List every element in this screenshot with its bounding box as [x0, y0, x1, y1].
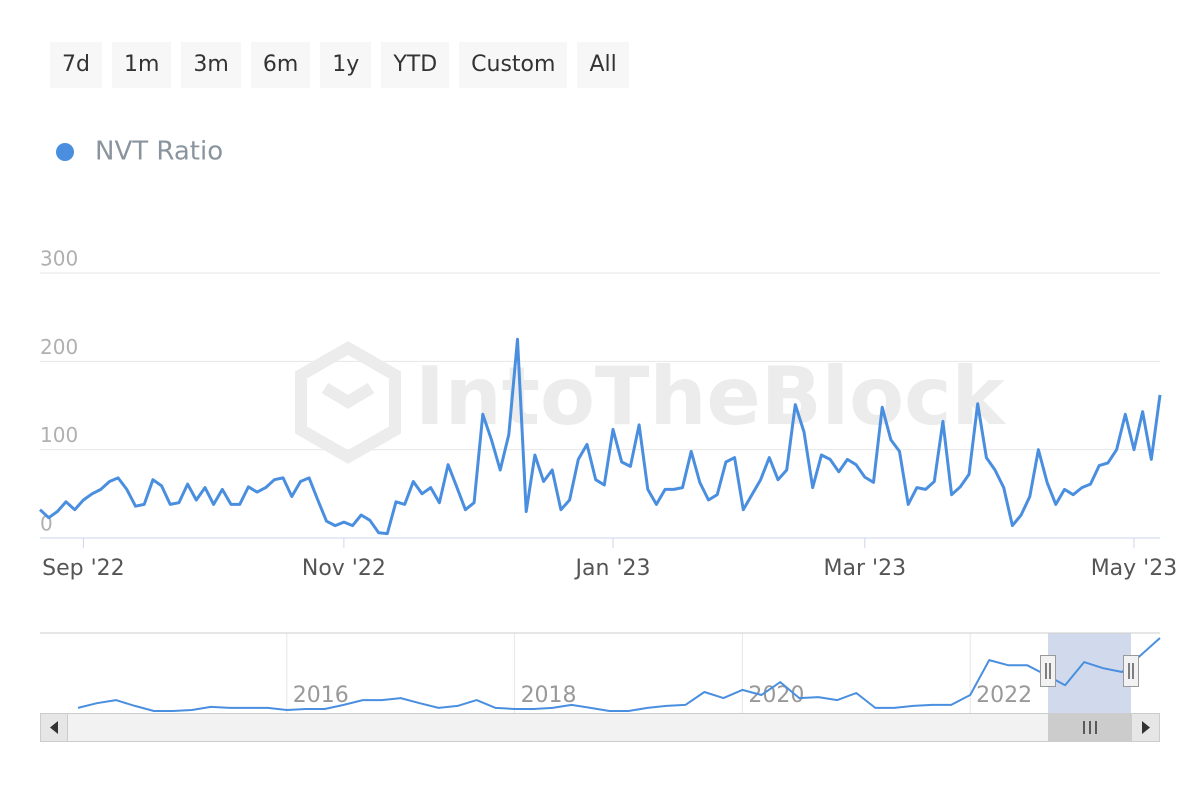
range-button[interactable]: 3m: [181, 42, 241, 88]
scrollbar-grip: [1083, 721, 1097, 734]
x-tick-label: Sep '22: [42, 556, 125, 581]
range-button[interactable]: Custom: [459, 42, 568, 88]
range-button[interactable]: 7d: [50, 42, 102, 88]
range-button[interactable]: 6m: [250, 42, 311, 88]
navigator-handle[interactable]: [1040, 655, 1056, 687]
range-selector: 7d 1m 3m 6m 1y YTD Custom All: [50, 42, 629, 88]
watermark-text: IntoTheBlock: [415, 350, 1006, 443]
navigator-handle-grip: [1128, 663, 1134, 679]
scrollbar-track[interactable]: [40, 713, 1160, 742]
scrollbar-left-arrow: [50, 721, 58, 734]
x-tick-label: Jan '23: [574, 556, 651, 581]
scrollbar[interactable]: [40, 713, 1160, 742]
y-tick-label: 300: [40, 247, 78, 271]
x-tick-label: May '23: [1091, 556, 1178, 581]
range-button[interactable]: 1m: [111, 42, 172, 88]
legend-label[interactable]: NVT Ratio: [95, 137, 223, 167]
range-button[interactable]: All: [577, 42, 629, 88]
navigator-handle[interactable]: [1123, 655, 1139, 687]
range-button[interactable]: YTD: [381, 42, 450, 88]
x-tick-label: Mar '23: [824, 556, 907, 581]
watermark-hexagon: [295, 341, 401, 464]
scrollbar-left-button[interactable]: [40, 713, 68, 742]
navigator-window[interactable]: [1048, 633, 1131, 713]
data-line: [38, 337, 1162, 536]
navigator-year-label: 2022: [976, 683, 1032, 708]
navigator-year-label: 2016: [293, 683, 349, 708]
navigator-handle-grip: [1045, 663, 1051, 679]
watermark-logo: [295, 341, 401, 464]
legend-dot[interactable]: [56, 143, 74, 161]
navigator-year-label: 2018: [521, 683, 577, 708]
watermark-mark: [321, 382, 375, 410]
y-tick-label: 200: [40, 335, 78, 359]
x-tick-label: Nov '22: [302, 556, 386, 581]
range-button[interactable]: 1y: [320, 42, 372, 88]
scrollbar-right-arrow: [1142, 721, 1150, 734]
data-line: [77, 637, 1161, 712]
y-tick-label: 100: [40, 423, 78, 447]
